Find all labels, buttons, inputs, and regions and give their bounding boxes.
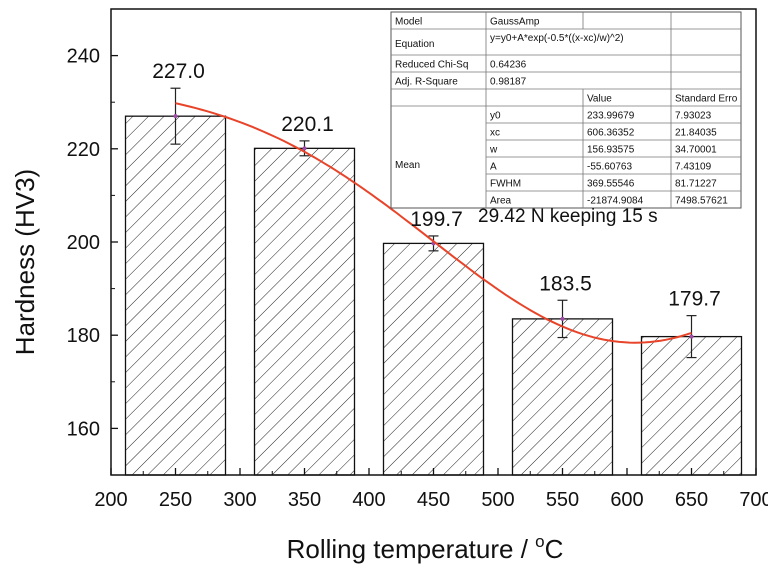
y-tick-label-220: 220 <box>67 139 100 161</box>
fit-table-cell: 606.36352 <box>587 128 635 139</box>
fit-table-cell: Adj. R-Square <box>395 77 458 88</box>
fit-table-cell: 0.98187 <box>490 77 527 88</box>
fit-curve <box>175 102 692 344</box>
fit-table-cell: Equation <box>395 39 434 50</box>
x-tick-label-600: 600 <box>610 489 643 511</box>
x-tick-label-650: 650 <box>675 489 708 511</box>
fit-table-cell: 0.64236 <box>490 60 527 71</box>
fit-table-cell: GaussAmp <box>490 17 540 28</box>
x-axis-title-unit: C <box>545 534 564 564</box>
x-tick-label-350: 350 <box>288 489 321 511</box>
fit-curve-layer <box>175 102 692 344</box>
fit-point-250 <box>173 114 178 119</box>
fit-table-cell: 81.71227 <box>675 179 717 190</box>
fit-point-350 <box>302 146 307 151</box>
fit-point-650 <box>689 334 694 339</box>
fit-table-cell: -55.60763 <box>587 162 632 173</box>
x-tick-label-700: 700 <box>739 489 768 511</box>
y-tick-label-200: 200 <box>67 232 100 254</box>
fit-table-cell: Model <box>395 17 422 28</box>
fit-table-cell: -21874.9084 <box>587 196 644 207</box>
annotation-text: 29.42 N keeping 15 s <box>478 206 658 227</box>
value-label-250: 227.0 <box>152 60 205 83</box>
value-labels-layer: 227.0 220.1 199.7 183.5 179.7 <box>152 60 721 310</box>
value-label-350: 220.1 <box>281 113 334 136</box>
y-tick-label-160: 160 <box>67 418 100 440</box>
fit-results-table: Model GaussAmp Equation y=y0+A*exp(-0.5*((x… <box>390 11 742 209</box>
x-axis-title-sup: o <box>535 532 544 551</box>
fit-table-cell: 369.55546 <box>587 179 635 190</box>
x-ticks-layer: 200 250 300 350 400 450 500 550 600 650 700 <box>94 468 768 511</box>
fit-table-cell: FWHM <box>490 179 521 190</box>
fit-table-cell: Area <box>490 196 512 207</box>
bar-250 <box>124 115 227 476</box>
fit-table-cell: 7.93023 <box>675 111 712 122</box>
fit-table-cell: 21.84035 <box>675 128 717 139</box>
x-tick-label-400: 400 <box>352 489 385 511</box>
fit-point-550 <box>560 316 565 321</box>
value-label-550: 183.5 <box>539 272 592 295</box>
fit-table-cell: 233.99679 <box>587 111 635 122</box>
x-tick-label-450: 450 <box>417 489 450 511</box>
x-tick-label-500: 500 <box>481 489 514 511</box>
fit-table-cell: Value <box>587 94 612 105</box>
x-axis-title: Rolling temperature / oC <box>287 532 564 564</box>
bar-550 <box>511 318 614 476</box>
fit-table-cell: w <box>489 145 498 156</box>
fit-table-cell: 34.70001 <box>675 145 717 156</box>
fit-table-cell: y=y0+A*exp(-0.5*((x-xc)/w)^2) <box>490 33 624 44</box>
x-tick-label-200: 200 <box>94 489 127 511</box>
bar-350 <box>253 147 356 476</box>
y-tick-label-240: 240 <box>67 46 100 68</box>
fit-table-cell: A <box>490 162 497 173</box>
fit-table-cell: xc <box>490 128 500 139</box>
y-tick-label-180: 180 <box>67 325 100 347</box>
fit-table-cell: 7498.57621 <box>675 196 728 207</box>
bar-450 <box>382 242 485 476</box>
fit-table-cell: 7.43109 <box>675 162 712 173</box>
x-tick-label-250: 250 <box>159 489 192 511</box>
y-ticks-layer: 160 180 200 220 240 <box>67 8 118 476</box>
error-bars-layer <box>170 87 697 359</box>
value-label-450: 199.7 <box>410 208 463 231</box>
fit-table-cell: Standard Erro <box>675 94 738 105</box>
x-tick-label-300: 300 <box>223 489 256 511</box>
fit-table-cell: Reduced Chi-Sq <box>395 60 468 71</box>
y-axis-title: Hardness (HV3) <box>10 169 40 355</box>
x-axis-title-main: Rolling temperature / <box>287 534 536 564</box>
fit-table-cell: y0 <box>490 111 501 122</box>
x-tick-label-550: 550 <box>546 489 579 511</box>
fit-table-cell: Mean <box>395 160 420 171</box>
value-label-650: 179.7 <box>668 288 721 311</box>
fit-table-cell: 156.93575 <box>587 145 635 156</box>
